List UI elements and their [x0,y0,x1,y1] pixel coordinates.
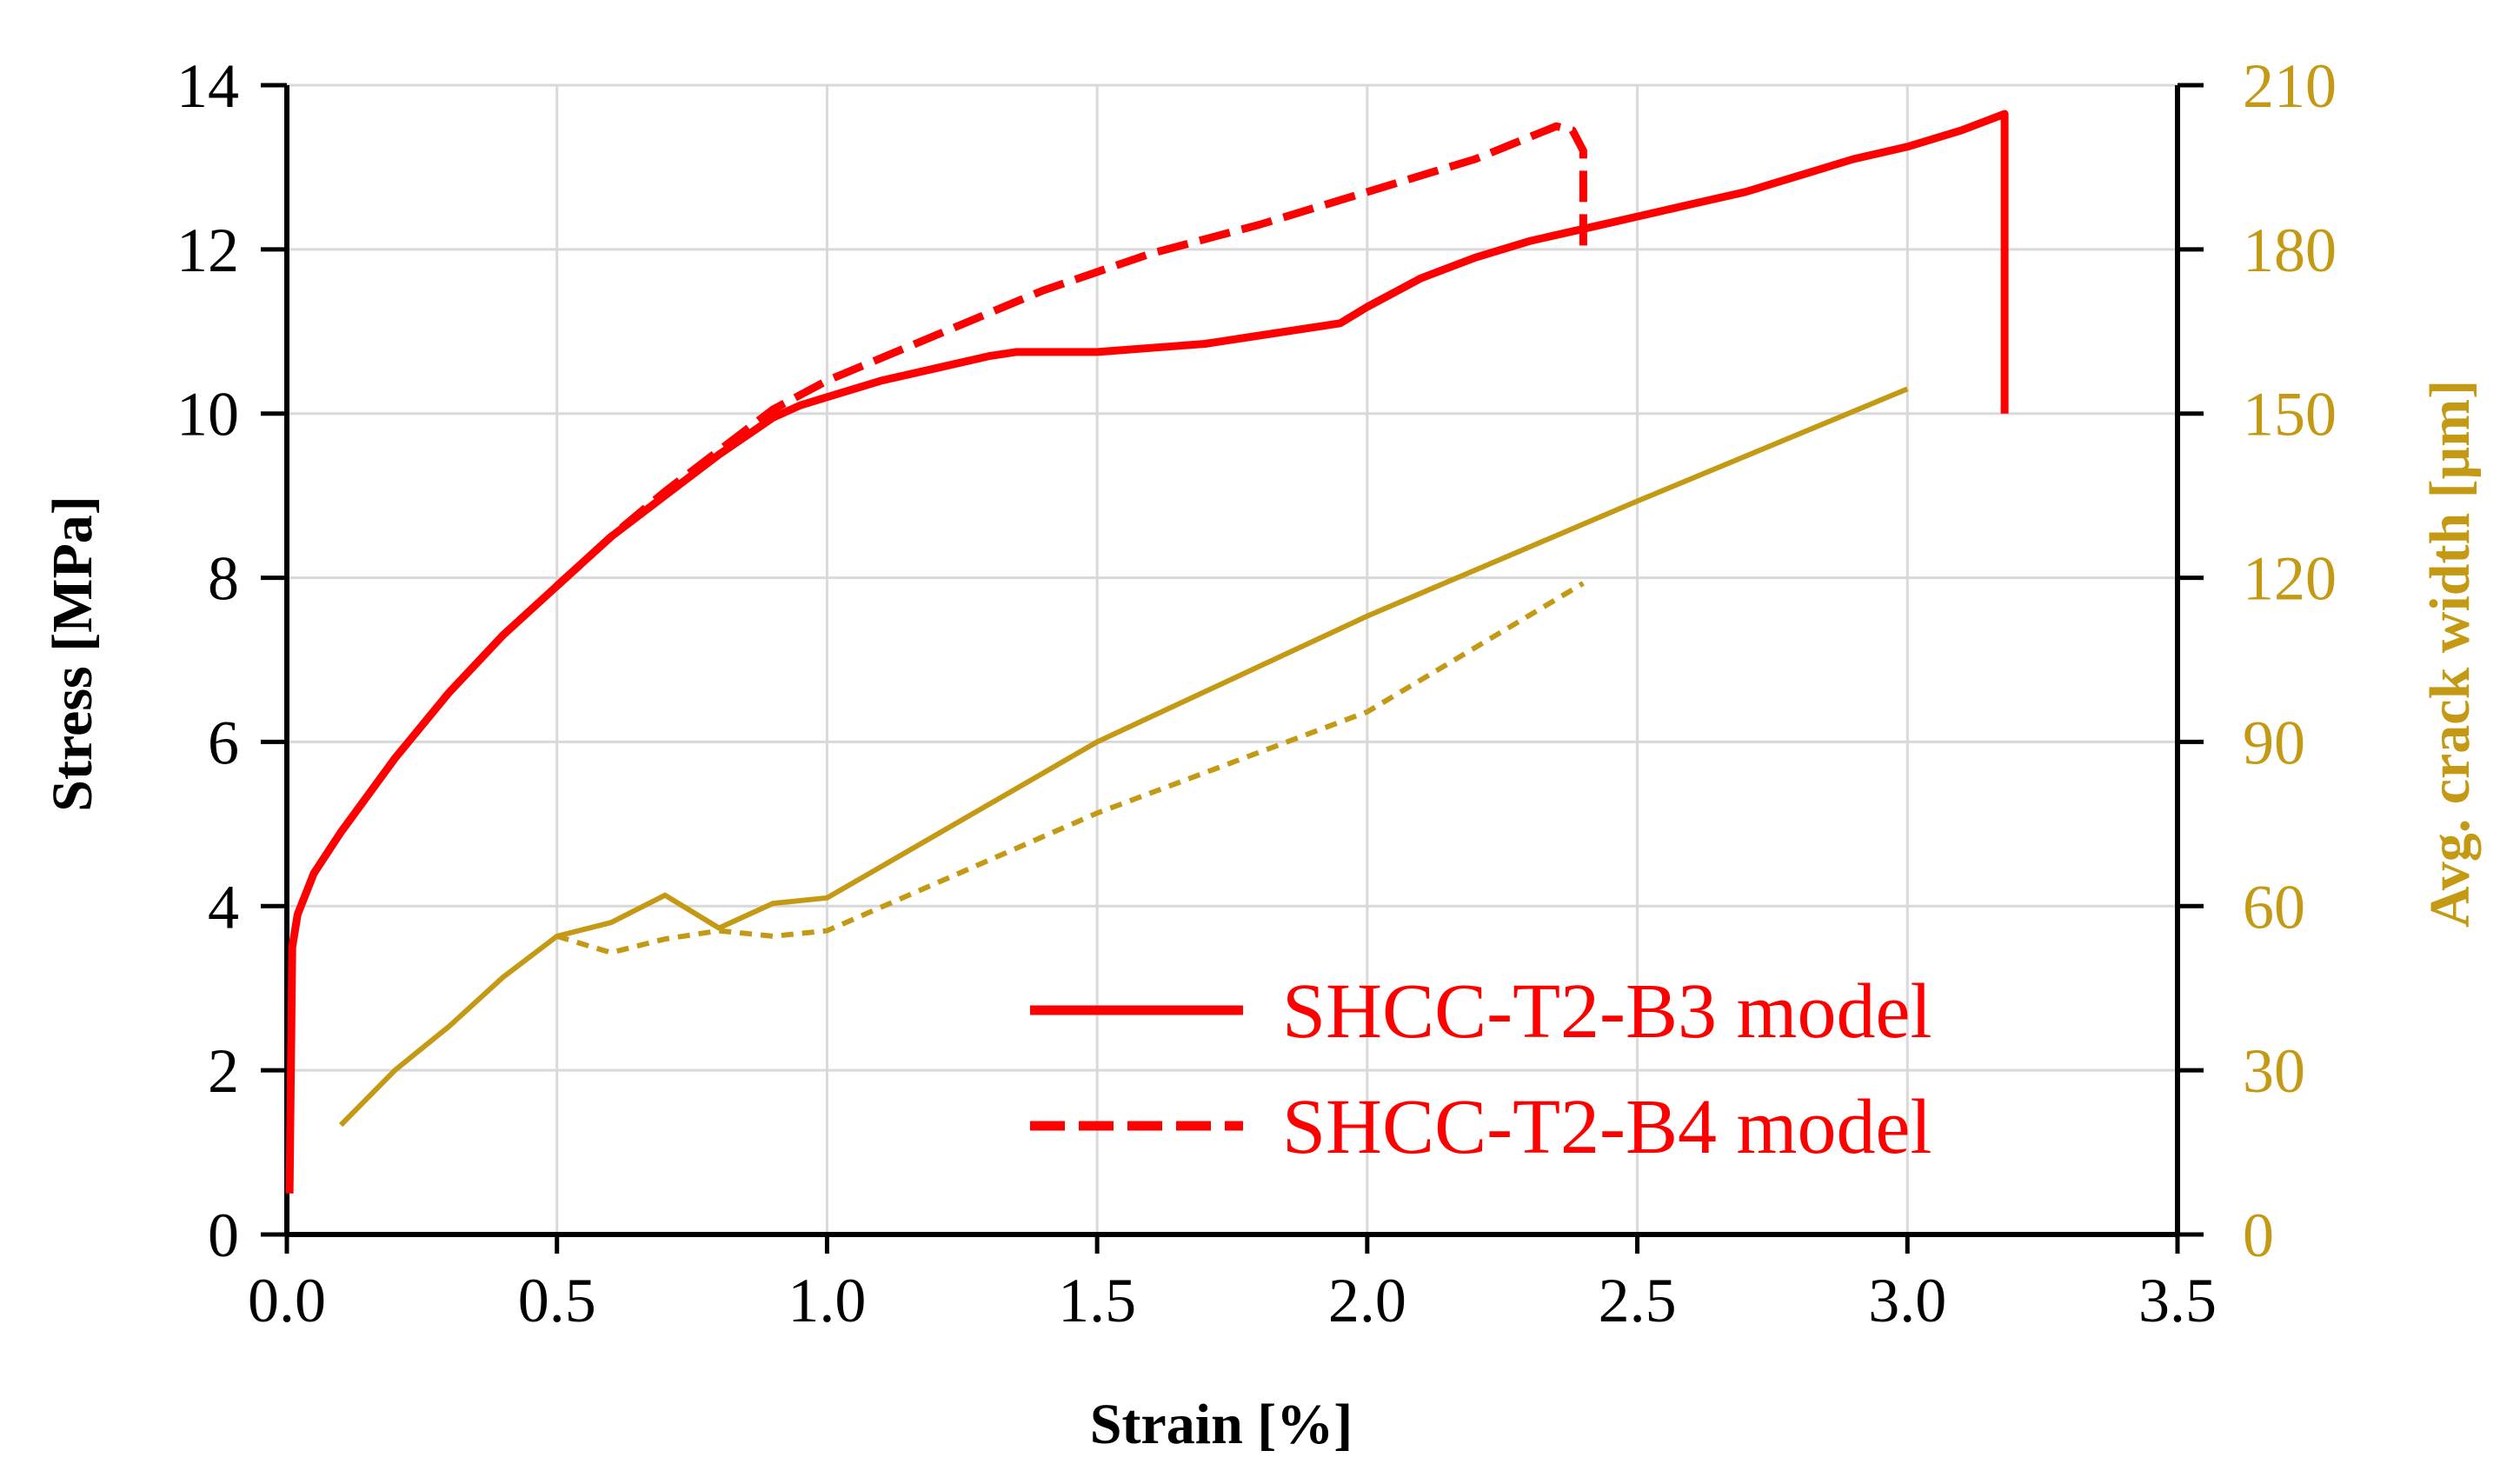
y2-tick-label: 120 [2243,544,2337,614]
y-tick-label: 12 [176,216,239,285]
y-tick-label: 10 [176,380,239,449]
x-tick-labels: 0.0 0.5 1.0 1.5 2.0 2.5 3.0 3.5 [248,1266,2217,1335]
y-tick-label: 0 [208,1201,239,1270]
legend-label-b4: SHCC-T2-B4 model [1282,1084,1932,1170]
y-tick-label: 4 [208,872,239,942]
legend-label-b3: SHCC-T2-B3 model [1282,968,1932,1055]
y2-tick-label: 60 [2243,872,2305,942]
y-axis-title: Stress [MPa] [41,496,104,812]
series-line-shcc-t2-b3-crack-width [338,386,1909,1128]
y-tick-label: 14 [176,51,239,121]
y-tick-label: 8 [208,544,239,614]
series-line-shcc-t2-b4-crack-width [555,581,1585,955]
x-tick-label: 3.0 [1868,1266,1946,1335]
x-tick-label: 2.0 [1328,1266,1406,1335]
y2-tick-labels: 0 30 60 90 120 150 180 210 [2243,51,2337,1270]
x-axis-title: Strain [%] [1090,1393,1353,1456]
series-line-shcc-t2-b4-model [554,122,1587,589]
y2-tick-label: 30 [2243,1036,2305,1106]
y-tick-labels: 0 2 4 6 8 10 12 14 [176,51,239,1270]
series-line-shcc-t2-b3-model [285,110,2009,1194]
x-tick-label: 1.5 [1058,1266,1136,1335]
y2-tick-label: 210 [2243,51,2337,121]
legend: SHCC-T2-B3 model SHCC-T2-B4 model [1030,968,1932,1170]
y2-axis-title: Avg. crack width [μm] [2418,380,2482,928]
y2-tick-label: 0 [2243,1201,2274,1270]
x-tick-label: 2.5 [1599,1266,1677,1335]
y-tick-label: 2 [208,1036,239,1106]
x-tick-label: 0.0 [248,1266,326,1335]
data-series [285,110,2009,1194]
gridlines [287,83,2179,1234]
x-tick-label: 0.5 [518,1266,596,1335]
x-tick-label: 1.0 [788,1266,866,1335]
y2-tick-label: 180 [2243,216,2337,285]
axes [261,83,2204,1254]
y2-tick-label: 150 [2243,380,2337,449]
y-tick-label: 6 [208,708,239,777]
y2-tick-label: 90 [2243,708,2305,777]
x-tick-label: 3.5 [2138,1266,2217,1335]
